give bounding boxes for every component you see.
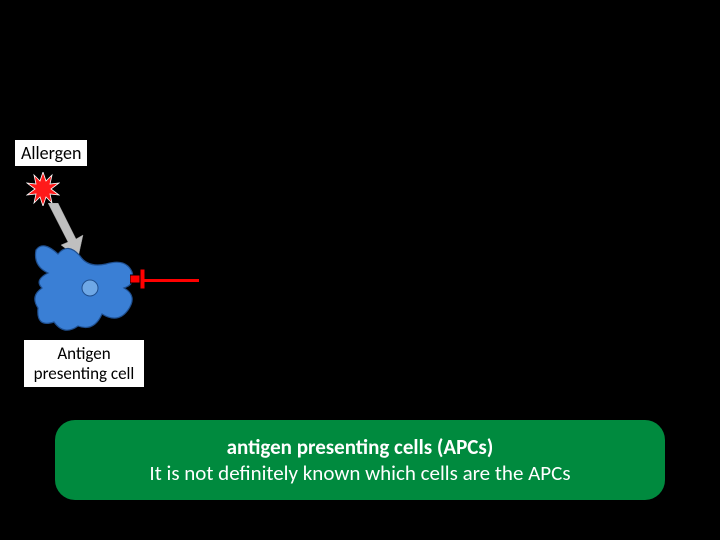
caption-box: antigen presenting cells (APCs) It is no… bbox=[55, 420, 665, 500]
allergen-label: Allergen bbox=[15, 140, 87, 166]
caption-title: antigen presenting cells (APCs) bbox=[227, 434, 494, 460]
connector-line bbox=[144, 279, 199, 282]
apc-label: Antigen presenting cell bbox=[24, 340, 144, 387]
allergen-icon bbox=[26, 172, 60, 206]
caption-subtitle: It is not definitely known which cells a… bbox=[149, 460, 570, 486]
